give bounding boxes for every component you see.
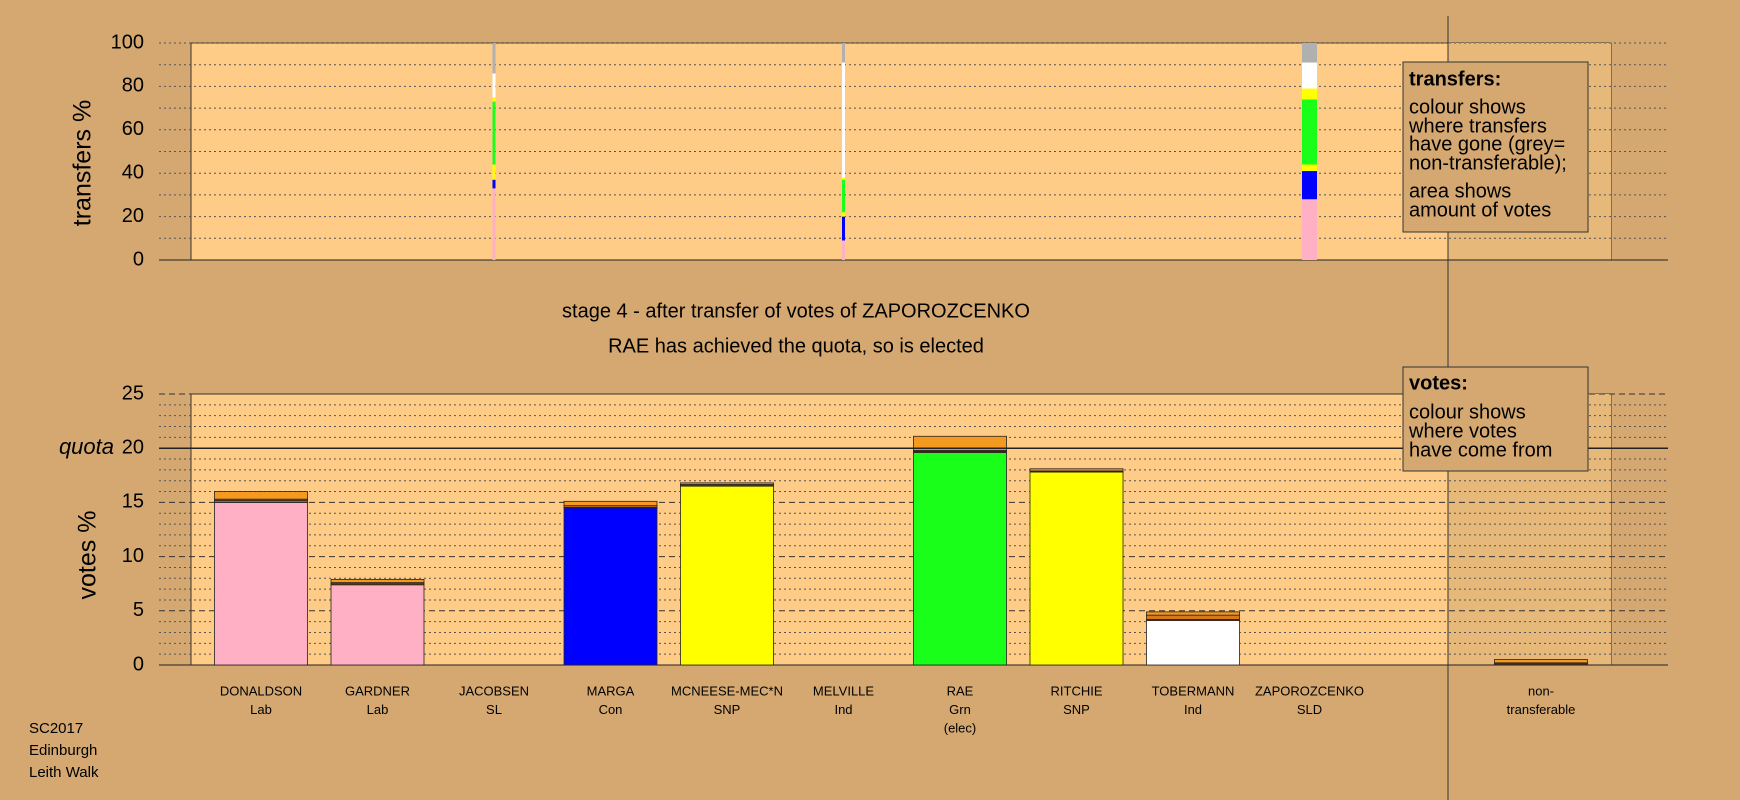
bar-segment <box>842 179 845 213</box>
legend-text: where transfers <box>1408 115 1547 137</box>
x-tick-label: SLD <box>1297 702 1322 717</box>
y-tick-label: 40 <box>122 161 144 183</box>
chart-title: stage 4 - after transfer of votes of ZAP… <box>562 300 1030 322</box>
legend-box <box>1402 366 1589 472</box>
y-tick-label: 100 <box>111 31 144 53</box>
bar-segment <box>842 62 845 178</box>
x-tick-label: (elec) <box>944 720 977 735</box>
x-tick-label: Ind <box>834 702 852 717</box>
bar-segment <box>842 212 845 217</box>
legend-text: colour shows <box>1409 96 1526 118</box>
quota-label: quota <box>59 434 114 459</box>
bar-segment <box>1494 659 1588 664</box>
legend-text: area shows <box>1409 180 1511 202</box>
bar-segment <box>842 249 845 260</box>
bar-segment <box>680 482 774 485</box>
y-tick-label: 20 <box>122 205 144 227</box>
x-tick-label: RAE <box>947 683 974 698</box>
bar-segment <box>1146 614 1240 620</box>
bar-segment <box>1146 611 1240 616</box>
bar-segment <box>842 43 845 63</box>
bar-segment <box>492 179 496 189</box>
bar-segment <box>563 500 658 507</box>
x-tick-label: SNP <box>1063 702 1090 717</box>
x-tick-label: MCNEESE-MEC*N <box>671 683 783 698</box>
x-tick-label: SL <box>486 702 502 717</box>
y-tick-label: 10 <box>122 545 144 567</box>
bar-segment <box>563 507 658 666</box>
y-axis-label: transfers % <box>69 100 97 226</box>
bar-segment <box>214 501 308 666</box>
y-tick-label: 60 <box>122 118 144 140</box>
x-tick-label: Lab <box>367 702 389 717</box>
bar-segment <box>492 216 496 260</box>
bar-segment <box>913 452 1007 666</box>
x-tick-label: TOBERMANN <box>1152 683 1235 698</box>
bar-segment <box>1302 227 1317 260</box>
x-tick-label: Lab <box>250 702 272 717</box>
bar-segment <box>1302 171 1317 200</box>
legend-heading: votes: <box>1409 372 1468 394</box>
bar-segment <box>330 584 425 666</box>
legend-text: colour shows <box>1409 401 1526 423</box>
bar-segment <box>1302 164 1317 172</box>
y-tick-label: 20 <box>122 436 144 458</box>
legend-text: non-transferable); <box>1409 152 1567 174</box>
legend-box <box>1402 61 1589 233</box>
bar-segment <box>1302 88 1317 100</box>
bar-segment <box>1302 43 1317 63</box>
x-tick-label: transferable <box>1507 702 1576 717</box>
y-axis-label: votes % <box>74 511 102 600</box>
y-tick-label: 80 <box>122 75 144 97</box>
legend-heading: transfers: <box>1409 68 1501 90</box>
y-tick-label: 15 <box>122 491 144 513</box>
bar-segment <box>330 578 425 584</box>
bar-segment <box>1146 620 1240 666</box>
x-tick-label: non- <box>1528 683 1554 698</box>
footer-text: Leith Walk <box>29 764 99 781</box>
x-tick-label: JACOBSEN <box>459 683 529 698</box>
y-tick-label: 25 <box>122 382 144 404</box>
x-tick-label: Grn <box>949 702 971 717</box>
chart-subtitle: RAE has achieved the quota, so is electe… <box>608 335 984 357</box>
x-tick-label: MELVILLE <box>813 683 875 698</box>
footer-text: Edinburgh <box>29 742 97 759</box>
bar-segment <box>492 188 496 217</box>
bar-segment <box>842 177 845 180</box>
x-tick-label: ZAPOROZCENKO <box>1255 683 1364 698</box>
y-tick-label: 0 <box>133 248 144 270</box>
bar-segment <box>1029 471 1124 666</box>
bar-segment <box>1302 199 1317 228</box>
x-tick-label: Con <box>599 702 623 717</box>
bar-segment <box>1302 99 1317 165</box>
legend-text: have gone (grey= <box>1409 133 1565 155</box>
x-tick-label: SNP <box>714 702 741 717</box>
bar-segment <box>492 73 496 98</box>
x-tick-label: MARGA <box>587 683 635 698</box>
bar-segment <box>1302 62 1317 89</box>
footer-text: SC2017 <box>29 720 83 737</box>
bar-segment <box>1029 468 1124 472</box>
bar-segment <box>492 43 496 74</box>
x-tick-label: RITCHIE <box>1051 683 1103 698</box>
bar-segment <box>842 216 845 241</box>
y-tick-label: 5 <box>133 599 144 621</box>
bar-segment <box>913 435 1007 451</box>
legend-text: where votes <box>1408 420 1517 442</box>
x-tick-label: Ind <box>1184 702 1202 717</box>
bar-segment <box>680 485 774 666</box>
y-tick-label: 0 <box>133 653 144 675</box>
bar-segment <box>492 164 496 180</box>
bar-segment <box>842 240 845 250</box>
legend-text: amount of votes <box>1409 199 1551 221</box>
x-tick-label: GARDNER <box>345 683 410 698</box>
bar-segment <box>214 491 308 500</box>
bar-segment <box>492 101 496 165</box>
x-tick-label: DONALDSON <box>220 683 302 698</box>
legend-text: have come from <box>1409 439 1552 461</box>
bar-segment <box>492 97 496 102</box>
